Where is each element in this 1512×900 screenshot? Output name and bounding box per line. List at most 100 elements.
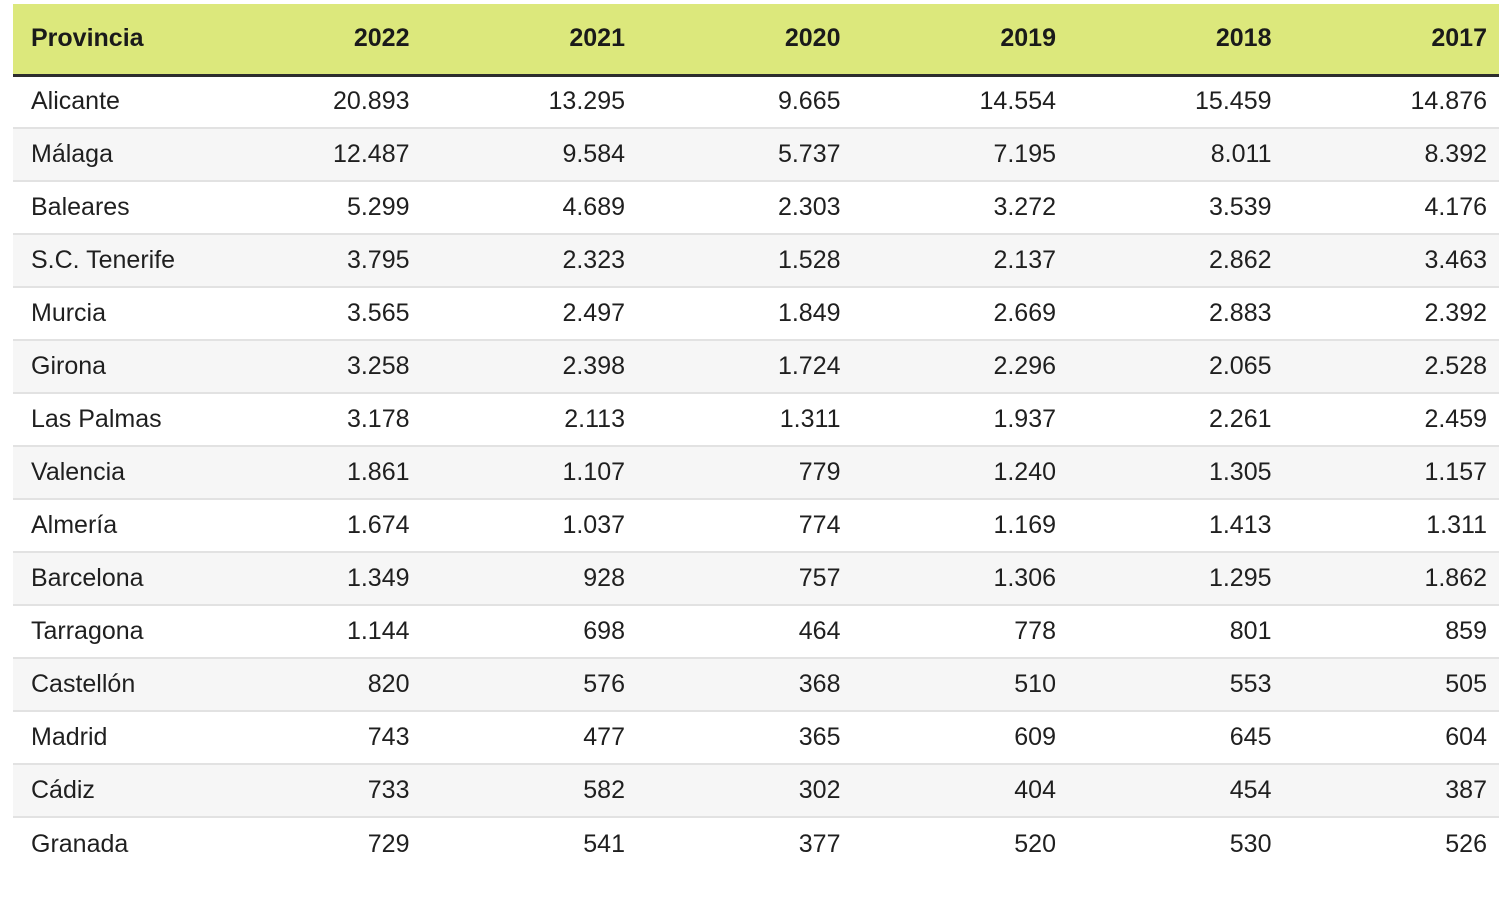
table-row: Granada 729 541 377 520 530 526 [13, 817, 1499, 870]
value-cell: 3.565 [346, 299, 410, 327]
value-cell: 645 [1229, 723, 1272, 751]
value-cell: 2.303 [777, 193, 841, 221]
value-cell: 14.554 [979, 87, 1056, 116]
value-cell: 1.157 [1424, 458, 1487, 486]
provincia-cell: Murcia [31, 299, 107, 327]
value-cell: 820 [367, 670, 410, 698]
value-cell: 13.295 [548, 87, 625, 116]
value-cell: 15.459 [1195, 87, 1272, 116]
value-cell: 404 [1014, 776, 1056, 804]
value-cell: 1.937 [993, 405, 1056, 433]
value-cell: 9.665 [777, 87, 841, 116]
table-row: Baleares 5.299 4.689 2.303 3.272 3.539 4.176 [13, 181, 1499, 234]
column-header-2022: 2022 [206, 4, 422, 75]
provincia-cell: Granada [31, 829, 129, 858]
value-cell: 368 [798, 670, 841, 698]
value-cell: 2.323 [562, 246, 625, 274]
value-cell: 377 [798, 829, 841, 858]
value-cell: 3.463 [1424, 246, 1487, 274]
value-cell: 8.392 [1424, 140, 1487, 168]
value-cell: 774 [798, 511, 841, 539]
column-header-2018: 2018 [1068, 4, 1284, 75]
value-cell: 20.893 [333, 87, 410, 116]
value-cell: 8.011 [1210, 140, 1272, 168]
value-cell: 743 [367, 723, 410, 751]
provincia-cell: Valencia [31, 458, 126, 486]
value-cell: 2.113 [564, 405, 625, 433]
value-cell: 1.037 [562, 511, 625, 539]
value-cell: 505 [1445, 670, 1487, 698]
value-cell: 2.392 [1424, 299, 1487, 327]
value-cell: 1.107 [562, 458, 625, 486]
column-header-2020: 2020 [637, 4, 853, 75]
value-cell: 12.487 [333, 140, 410, 168]
value-cell: 698 [583, 617, 625, 645]
table-row: Alicante 20.893 13.295 9.665 14.554 15.459 14.… [13, 75, 1499, 128]
value-cell: 4.176 [1424, 193, 1487, 221]
value-cell: 1.306 [993, 564, 1056, 592]
value-cell: 1.674 [346, 511, 410, 539]
value-cell: 541 [583, 829, 625, 858]
column-header-2021: 2021 [421, 4, 637, 75]
table-row: Almería 1.674 1.037 774 1.169 1.413 1.311 [13, 499, 1499, 552]
provincia-cell: Las Palmas [31, 405, 162, 433]
value-cell: 365 [798, 723, 841, 751]
value-cell: 1.305 [1208, 458, 1272, 486]
provincia-cell: Barcelona [31, 564, 144, 592]
value-cell: 801 [1229, 617, 1272, 645]
value-cell: 2.497 [562, 299, 625, 327]
value-cell: 2.137 [993, 246, 1056, 274]
value-cell: 520 [1014, 829, 1056, 858]
provincia-cell: Almería [31, 511, 118, 539]
value-cell: 779 [798, 458, 841, 486]
table-row: Málaga 12.487 9.584 5.737 7.195 8.011 8.392 [13, 128, 1499, 181]
value-cell: 510 [1014, 670, 1056, 698]
column-header-2017: 2017 [1283, 4, 1499, 75]
value-cell: 1.861 [346, 458, 410, 486]
table-row: S.C. Tenerife 3.795 2.323 1.528 2.137 2.862 3.… [13, 234, 1499, 287]
value-cell: 1.144 [346, 617, 410, 645]
value-cell: 2.528 [1424, 352, 1487, 380]
value-cell: 859 [1445, 617, 1487, 645]
table-row: Cádiz 733 582 302 404 454 387 [13, 764, 1499, 817]
provinces-by-year-table: Provincia 2022 2021 2020 2019 2018 2017 … [13, 4, 1499, 870]
provincia-cell: Málaga [31, 140, 113, 168]
value-cell: 454 [1229, 776, 1272, 804]
value-cell: 1.311 [1426, 511, 1487, 539]
table-row: Barcelona 1.349 928 757 1.306 1.295 1.862 [13, 552, 1499, 605]
table-row: Valencia 1.861 1.107 779 1.240 1.305 1.157 [13, 446, 1499, 499]
table-row: Las Palmas 3.178 2.113 1.311 1.937 2.261 2.459 [13, 393, 1499, 446]
value-cell: 604 [1445, 723, 1487, 751]
value-cell: 464 [798, 617, 841, 645]
provincia-cell: Castellón [31, 670, 136, 698]
value-cell: 1.169 [993, 511, 1056, 539]
provincia-cell: Alicante [31, 87, 120, 116]
value-cell: 729 [367, 829, 410, 858]
value-cell: 609 [1014, 723, 1056, 751]
table-row: Murcia 3.565 2.497 1.849 2.669 2.883 2.392 [13, 287, 1499, 340]
value-cell: 928 [583, 564, 625, 592]
provincia-cell: Madrid [31, 723, 108, 751]
value-cell: 2.261 [1208, 405, 1272, 433]
value-cell: 7.195 [993, 140, 1056, 168]
value-cell: 3.258 [346, 352, 410, 380]
value-cell: 530 [1229, 829, 1272, 858]
value-cell: 3.178 [346, 405, 410, 433]
table-row: Tarragona 1.144 698 464 778 801 859 [13, 605, 1499, 658]
table-header: Provincia 2022 2021 2020 2019 2018 2017 [13, 4, 1499, 75]
value-cell: 582 [583, 776, 625, 804]
value-cell: 5.299 [346, 193, 410, 221]
column-header-provincia: Provincia [13, 4, 206, 75]
table-container: Provincia 2022 2021 2020 2019 2018 2017 … [13, 4, 1499, 870]
table-row: Castellón 820 576 368 510 553 505 [13, 658, 1499, 711]
value-cell: 2.883 [1208, 299, 1272, 327]
value-cell: 1.849 [777, 299, 841, 327]
provincia-cell: Tarragona [31, 617, 144, 645]
table-body: Alicante 20.893 13.295 9.665 14.554 15.459 14.… [13, 75, 1499, 870]
table-row: Girona 3.258 2.398 1.724 2.296 2.065 2.528 [13, 340, 1499, 393]
value-cell: 1.349 [346, 564, 410, 592]
value-cell: 1.528 [777, 246, 841, 274]
value-cell: 387 [1445, 776, 1487, 804]
value-cell: 553 [1229, 670, 1272, 698]
value-cell: 302 [798, 776, 841, 804]
